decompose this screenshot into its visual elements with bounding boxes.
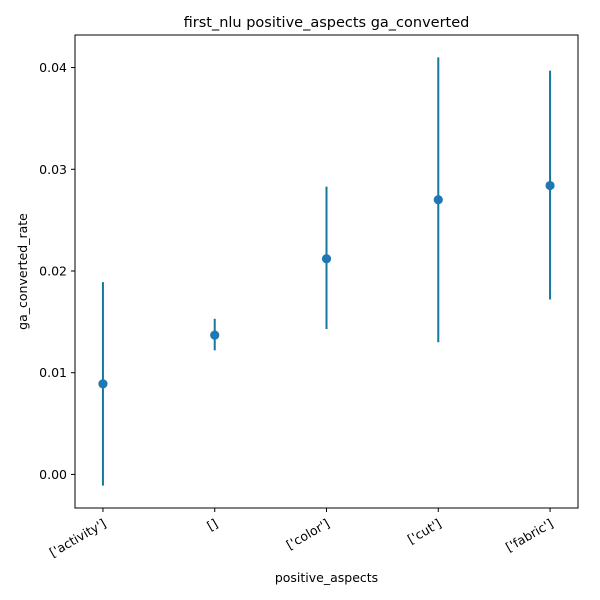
y-tick-label: 0.03 bbox=[39, 162, 67, 177]
y-tick-label: 0.04 bbox=[39, 60, 67, 75]
data-point bbox=[545, 180, 555, 191]
y-axis: 0.00 0.01 0.02 0.03 0.04 bbox=[39, 60, 75, 482]
data-point bbox=[321, 254, 332, 264]
y-tick-label: 0.01 bbox=[39, 365, 67, 380]
plot-marks bbox=[98, 57, 555, 486]
data-point bbox=[433, 195, 443, 205]
data-point bbox=[98, 379, 108, 389]
chart-title: first_nlu positive_aspects ga_converted bbox=[184, 15, 470, 31]
y-tick-label: 0.00 bbox=[39, 467, 67, 482]
data-point bbox=[210, 330, 220, 340]
y-tick-label: 0.02 bbox=[39, 263, 67, 278]
y-axis-label: ga_converted_rate bbox=[15, 213, 30, 330]
x-axis-label: positive_aspects bbox=[275, 570, 378, 585]
